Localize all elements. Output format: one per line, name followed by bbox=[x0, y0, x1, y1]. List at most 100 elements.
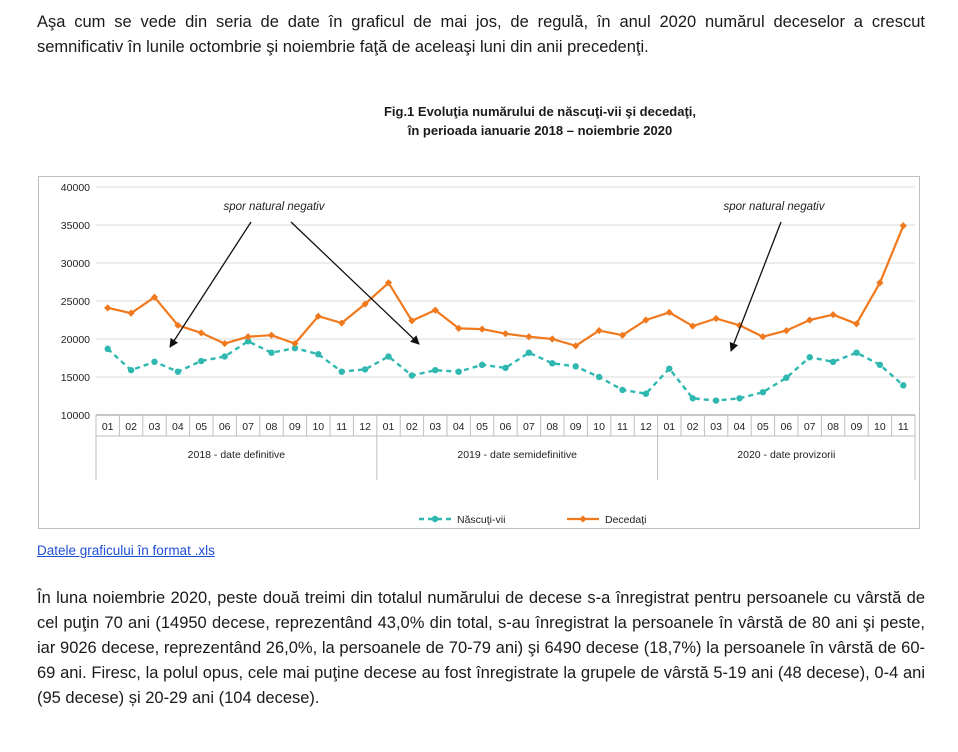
x-tick-label: 03 bbox=[149, 421, 161, 433]
data-point bbox=[829, 358, 837, 365]
data-point bbox=[595, 327, 603, 335]
x-tick-label: 01 bbox=[383, 421, 395, 433]
x-tick-label: 01 bbox=[663, 421, 675, 433]
y-tick-label: 40000 bbox=[61, 182, 90, 194]
group-label: 2019 - date semidefinitive bbox=[457, 449, 577, 461]
data-point bbox=[244, 338, 252, 345]
data-point bbox=[408, 372, 416, 379]
y-tick-label: 20000 bbox=[61, 334, 90, 346]
data-point bbox=[502, 364, 509, 372]
series-line-decedati bbox=[107, 225, 905, 347]
data-point bbox=[267, 331, 276, 339]
data-point bbox=[127, 366, 135, 374]
x-tick-label: 09 bbox=[851, 421, 863, 433]
data-point bbox=[642, 390, 650, 397]
data-point bbox=[666, 365, 673, 372]
line-chart: 10000 15000 20000 25000 30000 35000 40000 01 02 0… bbox=[61, 182, 916, 526]
x-tick-label: 02 bbox=[406, 421, 418, 433]
data-point bbox=[174, 321, 182, 329]
x-tick-label: 06 bbox=[219, 421, 231, 433]
x-tick-label: 08 bbox=[266, 421, 278, 433]
y-tick-label: 30000 bbox=[61, 258, 90, 270]
data-point bbox=[431, 306, 439, 314]
data-point bbox=[291, 344, 299, 352]
data-point bbox=[548, 335, 556, 343]
data-point bbox=[572, 363, 579, 370]
x-tick-label: 09 bbox=[289, 421, 301, 433]
x-tick-label: 05 bbox=[195, 421, 207, 433]
figure-title-line1: Fig.1 Evoluţia numărului de născuţi-vii … bbox=[383, 104, 697, 119]
data-point bbox=[806, 316, 814, 324]
x-tick-label: 04 bbox=[172, 421, 184, 433]
data-point bbox=[735, 321, 744, 329]
figure-title: Fig.1 Evoluţia numărului de născuţi-vii … bbox=[300, 102, 780, 140]
data-point bbox=[689, 395, 696, 402]
data-point bbox=[712, 397, 720, 404]
x-tick-label: 08 bbox=[827, 421, 839, 433]
data-point bbox=[384, 279, 393, 287]
data-point bbox=[361, 300, 369, 308]
data-point bbox=[315, 351, 322, 358]
annotation-label: spor natural negativ bbox=[723, 201, 825, 213]
annotation-arrow bbox=[169, 221, 252, 348]
x-tick-label: 04 bbox=[453, 421, 465, 433]
data-point bbox=[104, 345, 111, 353]
legend-marker bbox=[579, 515, 587, 523]
data-point bbox=[361, 366, 369, 373]
annotation-arrow bbox=[290, 221, 420, 345]
x-tick-label: 10 bbox=[874, 421, 886, 433]
data-point bbox=[852, 320, 861, 328]
legend-label: Născuţi-vii bbox=[457, 514, 505, 526]
x-tick-label: 11 bbox=[336, 421, 347, 433]
data-point bbox=[899, 222, 907, 230]
intro-paragraph: Aşa cum se vede din seria de date în gra… bbox=[37, 13, 925, 56]
x-tick-label: 06 bbox=[500, 421, 512, 433]
data-point bbox=[432, 366, 439, 374]
annotation-label: spor natural negativ bbox=[223, 201, 325, 213]
data-point bbox=[221, 339, 229, 348]
data-point bbox=[174, 368, 182, 375]
y-tick-label: 35000 bbox=[61, 220, 90, 232]
annotation-arrow bbox=[729, 221, 782, 352]
x-tick-label: 06 bbox=[780, 421, 792, 433]
x-tick-label: 11 bbox=[617, 421, 628, 433]
x-tick-label: 12 bbox=[640, 421, 652, 433]
data-point bbox=[221, 353, 228, 360]
data-point bbox=[455, 368, 462, 375]
data-point bbox=[268, 349, 275, 356]
data-point bbox=[783, 374, 790, 381]
x-tick-label: 09 bbox=[570, 421, 582, 433]
outro-paragraph: În luna noiembrie 2020, peste două treim… bbox=[37, 589, 925, 707]
group-label: 2020 - date provizorii bbox=[737, 449, 835, 461]
legend-marker bbox=[431, 515, 439, 523]
data-point bbox=[712, 314, 720, 323]
x-tick-label: 07 bbox=[523, 421, 535, 433]
x-tick-label: 05 bbox=[757, 421, 769, 433]
figure-title-line2: în perioada ianuarie 2018 – noiembrie 20… bbox=[407, 123, 673, 138]
legend-label: Decedaţi bbox=[605, 514, 646, 526]
data-point bbox=[829, 311, 837, 319]
x-tick-label: 12 bbox=[359, 421, 371, 433]
data-point bbox=[525, 349, 533, 356]
x-tick-label: 10 bbox=[593, 421, 605, 433]
x-tick-label: 11 bbox=[898, 421, 909, 433]
data-point bbox=[197, 329, 205, 337]
x-tick-label: 03 bbox=[429, 421, 441, 433]
chart-area: 10000 15000 20000 25000 30000 35000 40000 01 02 0… bbox=[38, 176, 920, 529]
x-tick-label: 07 bbox=[242, 421, 254, 433]
x-tick-label: 05 bbox=[476, 421, 488, 433]
data-point bbox=[876, 361, 884, 369]
xls-data-link[interactable]: Datele graficului în format .xls bbox=[37, 543, 215, 558]
data-point bbox=[782, 327, 790, 335]
data-point bbox=[876, 279, 884, 287]
y-tick-label: 15000 bbox=[61, 372, 90, 384]
data-point bbox=[853, 349, 860, 356]
x-tick-label: 07 bbox=[804, 421, 816, 433]
group-label: 2018 - date definitive bbox=[188, 449, 286, 461]
data-point bbox=[151, 358, 158, 365]
data-point bbox=[385, 353, 392, 360]
data-point bbox=[618, 331, 627, 339]
x-tick-label: 10 bbox=[312, 421, 324, 433]
data-point bbox=[642, 316, 650, 324]
data-point bbox=[478, 361, 486, 369]
